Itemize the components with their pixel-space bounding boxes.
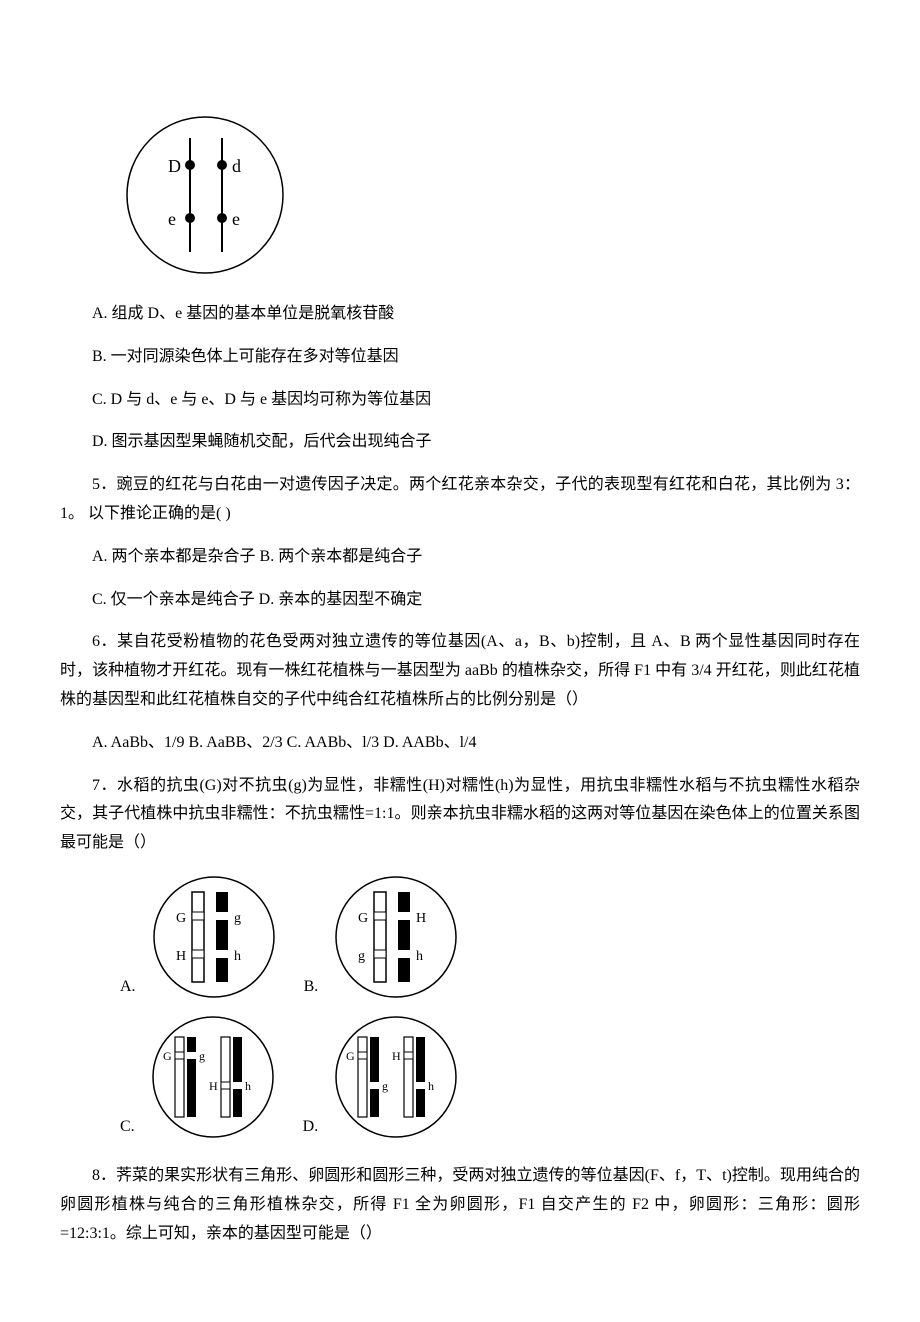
q5-options-cd: C. 仅一个亲本是纯合子 D. 亲本的基因型不确定 [60, 586, 860, 615]
svg-text:H: H [392, 1049, 401, 1063]
q4-option-a: A. 组成 D、e 基因的基本单位是脱氧核苷酸 [60, 300, 860, 329]
q5-options-ab: A. 两个亲本都是杂合子 B. 两个亲本都是纯合子 [60, 543, 860, 572]
q4-option-b: B. 一对同源染色体上可能存在多对等位基因 [60, 343, 860, 372]
svg-text:g: g [234, 911, 241, 926]
svg-text:h: h [416, 949, 423, 964]
svg-text:g: g [382, 1079, 388, 1093]
q8-stem: 8．荠菜的果实形状有三角形、卵圆形和圆形三种，受两对独立遗传的等位基因(F、f，… [60, 1162, 860, 1248]
chromosome-cell-diagram: D e d e [120, 110, 290, 280]
svg-text:h: h [245, 1079, 251, 1093]
svg-text:H: H [209, 1079, 218, 1093]
q7-diagram-d: G g H h [326, 1012, 466, 1142]
q6-options: A. AaBb、1/9 B. AaBB、2/3 C. AABb、l/3 D. A… [60, 729, 860, 758]
q7-label-d: D. [303, 1113, 319, 1142]
q7-diagrams-row1: A. G H g h B. G g H h [120, 872, 860, 1142]
q7-diagram-b: G g H h [326, 872, 466, 1002]
svg-text:h: h [428, 1079, 434, 1093]
svg-text:D: D [168, 156, 181, 176]
svg-text:G: G [346, 1049, 355, 1063]
q4-option-c: C. D 与 d、e 与 e、D 与 e 基因均可称为等位基因 [60, 386, 860, 415]
svg-text:G: G [176, 911, 186, 926]
q4-option-d: D. 图示基因型果蝇随机交配，后代会出现纯合子 [60, 428, 860, 457]
svg-text:G: G [163, 1049, 172, 1063]
svg-text:e: e [232, 209, 240, 229]
q5-stem: 5．豌豆的红花与白花由一对遗传因子决定。两个红花亲本杂交，子代的表现型有红花和白… [60, 471, 860, 529]
svg-text:h: h [234, 949, 241, 964]
q7-diagram-c: G g H h [143, 1012, 283, 1142]
q4-diagram: D e d e [120, 110, 860, 280]
svg-text:H: H [176, 949, 186, 964]
svg-text:G: G [358, 911, 368, 926]
q7-stem: 7．水稻的抗虫(G)对不抗虫(g)为显性，非糯性(H)对糯性(h)为显性，用抗虫… [60, 772, 860, 858]
svg-text:e: e [168, 209, 176, 229]
q7-label-a: A. [120, 973, 136, 1002]
q7-diagram-a: G H g h [144, 872, 284, 1002]
svg-text:H: H [416, 911, 426, 926]
q6-stem: 6．某自花受粉植物的花色受两对独立遗传的等位基因(A、a，B、b)控制，且 A、… [60, 628, 860, 714]
svg-text:g: g [358, 949, 365, 964]
svg-text:d: d [232, 156, 241, 176]
q7-label-b: B. [304, 973, 319, 1002]
svg-text:g: g [199, 1049, 205, 1063]
q7-label-c: C. [120, 1113, 135, 1142]
